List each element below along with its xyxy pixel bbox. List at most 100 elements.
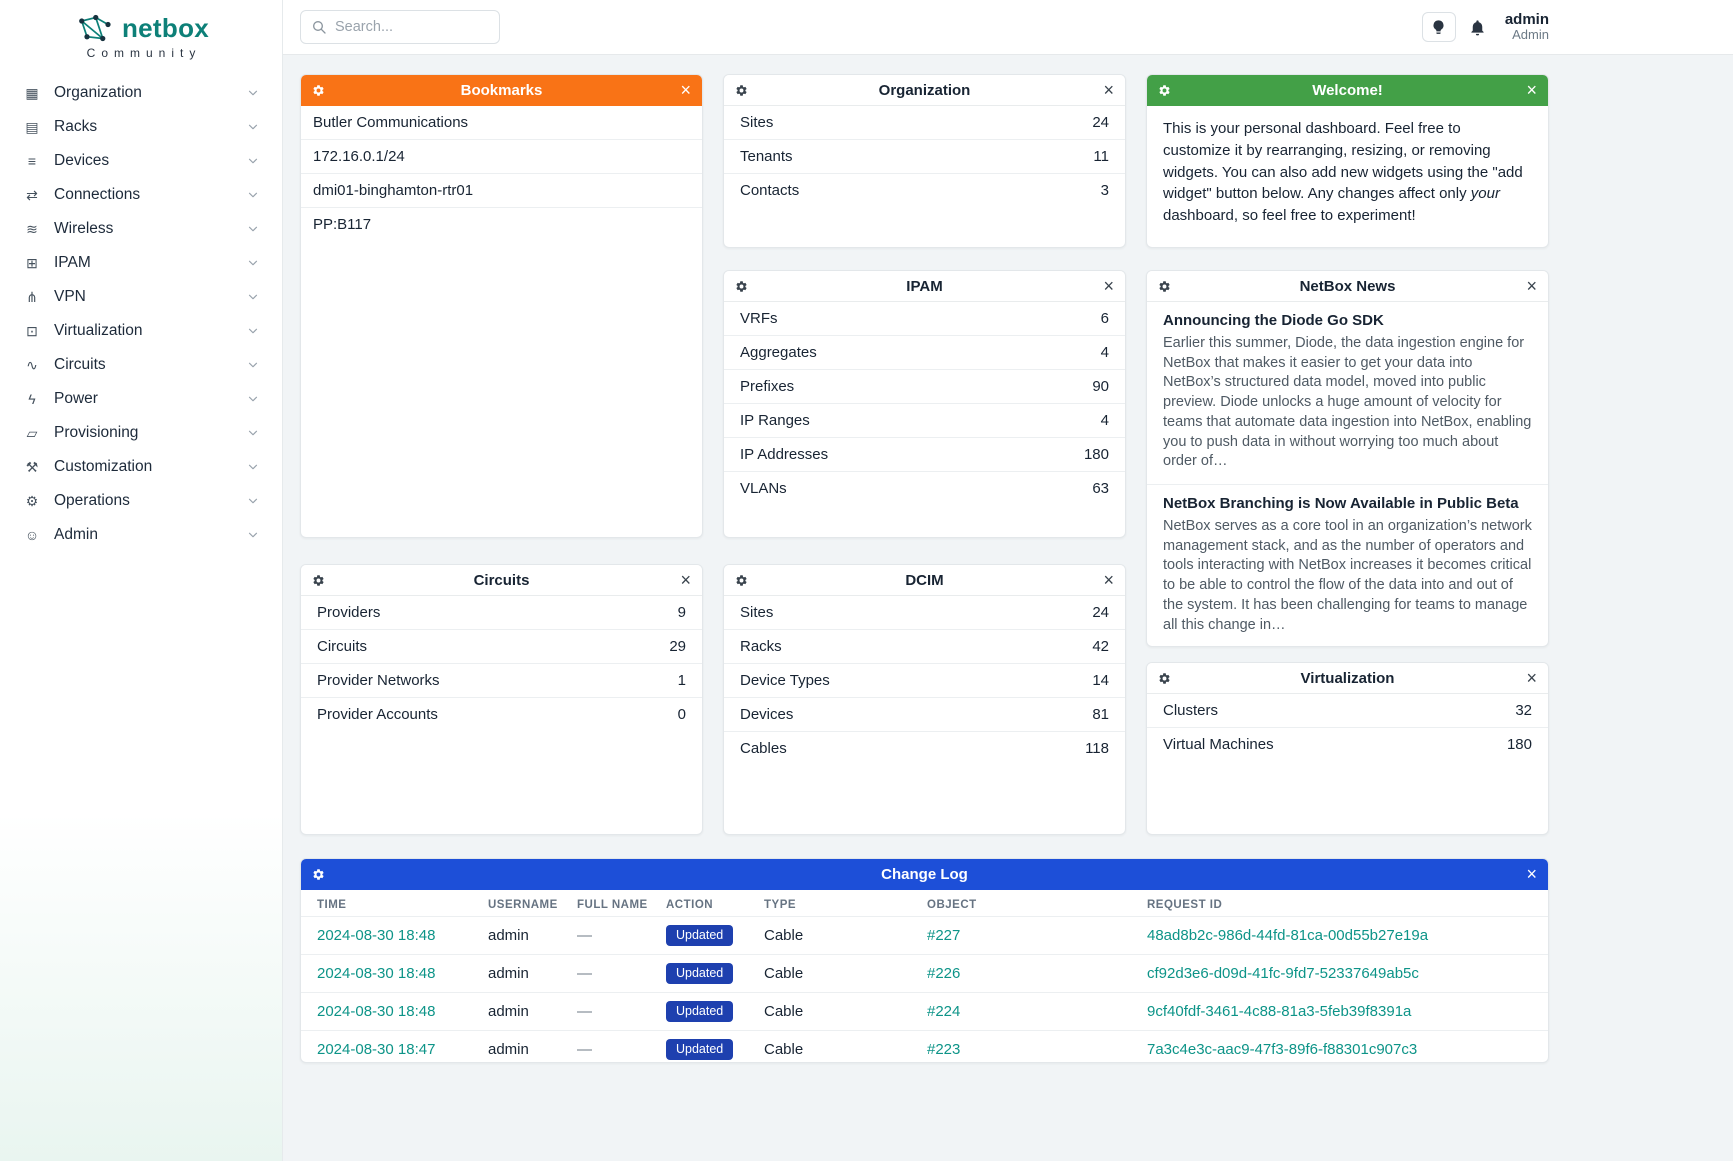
sidebar-item[interactable]: ⚒ Customization <box>12 450 270 484</box>
widget-close-button[interactable]: × <box>1101 275 1116 297</box>
sidebar-item-label: Virtualization <box>54 322 143 339</box>
table-row: 2024-08-30 18:48 admin — Updated Cable #… <box>301 992 1548 1031</box>
widget-close-button[interactable]: × <box>1524 667 1539 689</box>
stat-row[interactable]: Aggregates 4 <box>724 336 1125 370</box>
search-input[interactable] <box>335 19 489 35</box>
bookmark-item[interactable]: PP:B117 <box>313 216 372 233</box>
stat-row[interactable]: Racks 42 <box>724 630 1125 664</box>
stat-label: Device Types <box>740 672 830 689</box>
widget-config-button[interactable] <box>310 82 327 99</box>
stat-row[interactable]: Contacts 3 <box>724 174 1125 207</box>
stat-row[interactable]: Circuits 29 <box>301 630 702 664</box>
bookmark-item[interactable]: 172.16.0.1/24 <box>301 140 702 174</box>
widget-close-button[interactable]: × <box>1101 79 1116 101</box>
sidebar-item[interactable]: ☺ Admin <box>12 518 270 552</box>
sidebar-item[interactable]: ⊞ IPAM <box>12 246 270 280</box>
notifications-button[interactable] <box>1468 18 1487 37</box>
search-icon <box>311 19 327 35</box>
bookmark-item[interactable]: dmi01-binghamton-rtr01 <box>301 174 702 208</box>
changelog-time-link[interactable]: 2024-08-30 18:47 <box>317 1041 436 1058</box>
sidebar-item[interactable]: ≡ Devices <box>12 144 270 178</box>
operations-icon: ⚙ <box>25 492 39 509</box>
stat-value: 29 <box>669 638 686 655</box>
stat-row[interactable]: VLANs 63 <box>724 472 1125 505</box>
stat-row[interactable]: IP Addresses 180 <box>724 438 1125 472</box>
stat-row[interactable]: Provider Accounts 0 <box>301 698 702 731</box>
stat-row[interactable]: IP Ranges 4 <box>724 404 1125 438</box>
sidebar-item[interactable]: ∿ Circuits <box>12 348 270 382</box>
chevron-down-icon <box>246 358 260 372</box>
stat-row[interactable]: Virtual Machines 180 <box>1147 728 1548 761</box>
circuits-stats: Providers 9 Circuits 29 Provider Network… <box>301 596 702 731</box>
stat-row[interactable]: Cables 118 <box>724 732 1125 765</box>
sidebar-item[interactable]: ⚙ Operations <box>12 484 270 518</box>
changelog-object-link[interactable]: #227 <box>927 927 961 944</box>
stat-row[interactable]: Sites 24 <box>724 596 1125 630</box>
news-article-title[interactable]: Announcing the Diode Go SDK <box>1163 312 1384 329</box>
widget-close-button[interactable]: × <box>1524 79 1539 101</box>
changelog-request-link[interactable]: 9cf40fdf-3461-4c88-81a3-5feb39f8391a <box>1147 1003 1412 1020</box>
changelog-object-link[interactable]: #224 <box>927 1003 961 1020</box>
sidebar-item[interactable]: ⋔ VPN <box>12 280 270 314</box>
changelog-request-link[interactable]: 48ad8b2c-986d-44fd-81ca-00d55b27e19a <box>1147 927 1429 944</box>
stat-row[interactable]: Devices 81 <box>724 698 1125 732</box>
theme-toggle-button[interactable] <box>1421 12 1456 42</box>
vpn-icon: ⋔ <box>26 288 38 305</box>
widget-close-button[interactable]: × <box>1524 863 1539 885</box>
stat-row[interactable]: Providers 9 <box>301 596 702 630</box>
sidebar-item[interactable]: ▱ Provisioning <box>12 416 270 450</box>
stat-value: 180 <box>1506 736 1532 753</box>
brand[interactable]: netbox Community <box>0 0 282 70</box>
bell-icon <box>1468 18 1487 37</box>
widget-close-button[interactable]: × <box>678 569 693 591</box>
close-icon: × <box>680 570 691 590</box>
changelog-time-link[interactable]: 2024-08-30 18:48 <box>317 965 436 982</box>
stat-row[interactable]: Device Types 14 <box>724 664 1125 698</box>
changelog-object-link[interactable]: #223 <box>927 1041 961 1058</box>
changelog-object-link[interactable]: #226 <box>927 965 961 982</box>
widget-config-button[interactable] <box>310 866 327 883</box>
sidebar-item[interactable]: ▦ Organization <box>12 76 270 110</box>
changelog-request-link[interactable]: cf92d3e6-d09d-41fc-9fd7-52337649ab5c <box>1147 965 1419 982</box>
sidebar-item[interactable]: ⊡ Virtualization <box>12 314 270 348</box>
sidebar-item[interactable]: ϟ Power <box>12 382 270 416</box>
widget-close-button[interactable]: × <box>1101 569 1116 591</box>
stat-value: 180 <box>1083 446 1109 463</box>
widget-config-button[interactable] <box>733 278 750 295</box>
stat-label: Provider Accounts <box>317 706 438 723</box>
widget-config-button[interactable] <box>1156 278 1173 295</box>
changelog-time-link[interactable]: 2024-08-30 18:48 <box>317 927 436 944</box>
sidebar-item[interactable]: ⇄ Connections <box>12 178 270 212</box>
sidebar-item[interactable]: ≋ Wireless <box>12 212 270 246</box>
stat-row[interactable]: Tenants 11 <box>724 140 1125 174</box>
widget-config-button[interactable] <box>733 572 750 589</box>
stat-value: 14 <box>1092 672 1109 689</box>
user-menu[interactable]: admin Admin <box>1505 11 1549 43</box>
widget-config-button[interactable] <box>1156 670 1173 687</box>
changelog-time-link[interactable]: 2024-08-30 18:48 <box>317 1003 436 1020</box>
widget-close-button[interactable]: × <box>1524 275 1539 297</box>
widget-config-button[interactable] <box>310 572 327 589</box>
stat-row[interactable]: Sites 24 <box>724 106 1125 140</box>
news-widget-header: NetBox News × <box>1147 271 1548 302</box>
widget-config-button[interactable] <box>733 82 750 99</box>
bookmark-item[interactable]: Butler Communications <box>301 106 702 140</box>
wireless-icon: ≋ <box>26 220 38 237</box>
widget-close-button[interactable]: × <box>678 79 693 101</box>
news-article-title[interactable]: NetBox Branching is Now Available in Pub… <box>1163 495 1519 513</box>
stat-row[interactable]: Prefixes 90 <box>724 370 1125 404</box>
stat-row[interactable]: Provider Networks 1 <box>301 664 702 698</box>
stat-row[interactable]: Clusters 32 <box>1147 694 1548 728</box>
welcome-widget: Welcome! × This is your personal dashboa… <box>1146 74 1549 248</box>
close-icon: × <box>1103 80 1114 100</box>
virtualization-stats: Clusters 32 Virtual Machines 180 <box>1147 694 1548 761</box>
changelog-fullname: — <box>561 1030 650 1062</box>
admin-icon: ☺ <box>24 527 40 543</box>
news-article: Announcing the Diode Go SDK Earlier this… <box>1147 302 1548 486</box>
sidebar-item[interactable]: ▤ Racks <box>12 110 270 144</box>
global-search[interactable] <box>300 10 500 44</box>
widget-config-button[interactable] <box>1156 82 1173 99</box>
column-header: ACTION <box>666 899 714 911</box>
changelog-request-link[interactable]: 7a3c4e3c-aac9-47f3-89f6-f88301c907c3 <box>1147 1041 1418 1058</box>
stat-row[interactable]: VRFs 6 <box>724 302 1125 336</box>
